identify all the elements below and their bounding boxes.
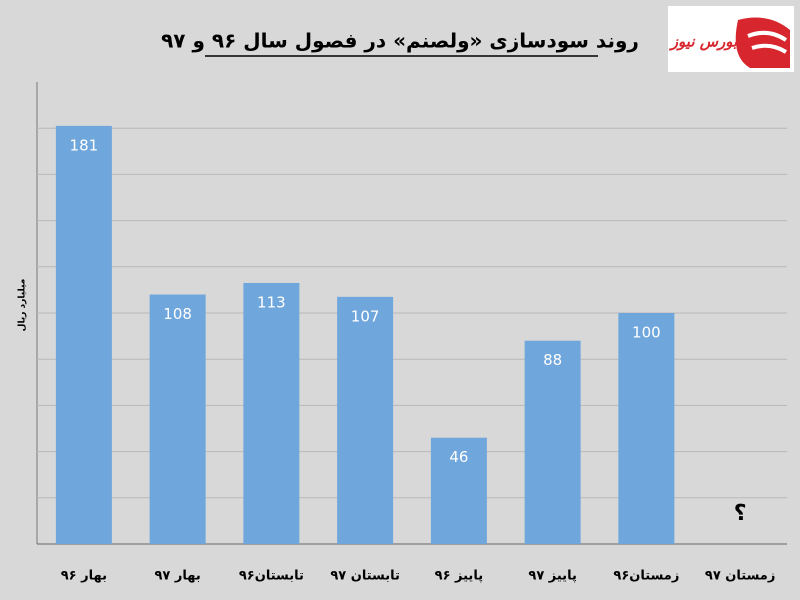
bar (337, 296, 394, 544)
annotation: ؟ (734, 501, 747, 526)
x-tick-label: تابستان ۹۷ (330, 569, 400, 584)
bar (55, 125, 112, 544)
x-tick-label: زمستان۹۶ (613, 569, 679, 584)
logo-text: بورس نیوز (669, 33, 738, 51)
bar (524, 340, 581, 544)
logo-mark (735, 17, 790, 69)
value-label: 108 (163, 305, 192, 323)
x-tick-label: پاییز ۹۶ (435, 569, 483, 584)
bar (618, 313, 675, 544)
x-tick-label: پاییز ۹۷ (528, 569, 576, 584)
bar (430, 437, 487, 544)
x-tick-label: زمستان ۹۷ (705, 569, 775, 584)
y-axis-label: میلیارد ریال (18, 279, 28, 332)
bar (149, 294, 206, 544)
x-tick-label: بهار ۹۷ (155, 569, 201, 584)
logo-stripes (747, 30, 788, 54)
value-label: 46 (449, 448, 468, 466)
chart-title: روند سودسازی «ولصنم» در فصول سال ۹۶ و ۹۷ (161, 29, 639, 53)
x-tick-label: تابستان۹۶ (239, 569, 304, 584)
value-label: 181 (70, 136, 99, 154)
value-label: 100 (632, 324, 661, 342)
x-tick-label: بهار ۹۶ (61, 569, 107, 584)
value-label: 113 (257, 293, 286, 311)
value-label: 88 (543, 351, 562, 369)
value-label: 107 (351, 307, 380, 325)
bar (243, 282, 300, 544)
